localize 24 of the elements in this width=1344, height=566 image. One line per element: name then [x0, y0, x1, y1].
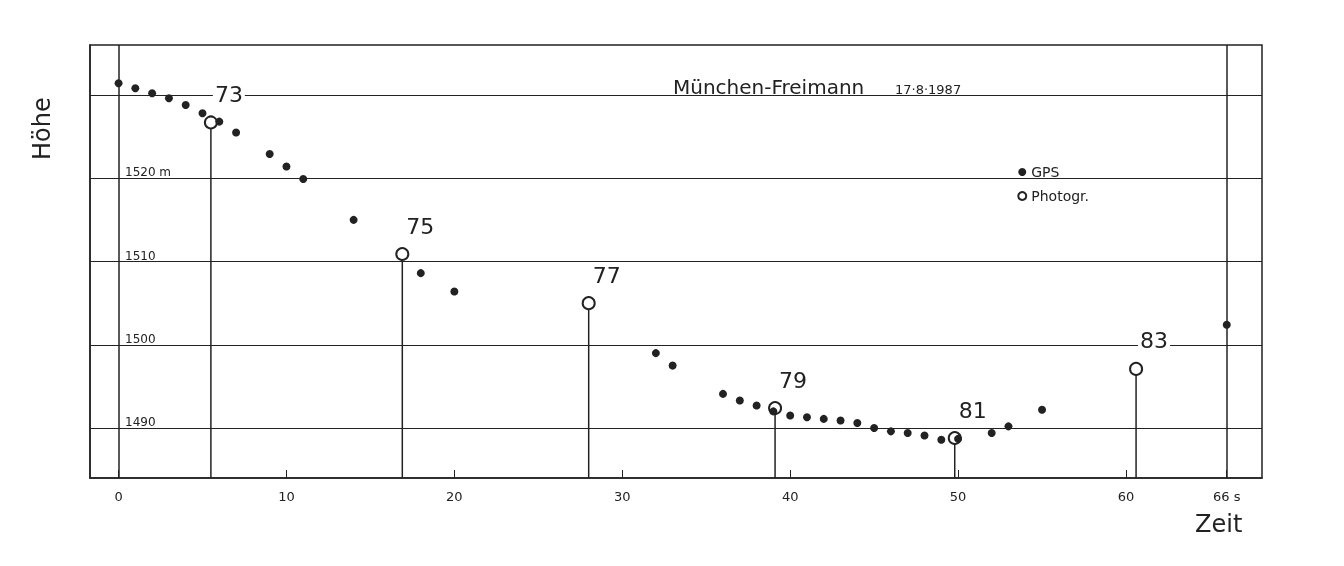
annotation: 73	[214, 81, 243, 107]
text: 17·8·1987	[895, 82, 962, 97]
x-tick-label: 30	[614, 489, 631, 504]
x-tick-label: 20	[446, 489, 463, 504]
text: München-Freimann	[673, 75, 865, 99]
x-tick-label: 40	[781, 489, 799, 504]
y-tick-label: 1520 m	[125, 165, 172, 180]
y-tick-label: 1510	[125, 248, 156, 263]
annotation: 81	[958, 397, 987, 423]
x-tick-label: 66 s	[1213, 489, 1241, 504]
y-tick-label: 1490	[125, 415, 156, 430]
y-tick-label: 1500	[125, 331, 156, 346]
legend-label: GPS	[1031, 164, 1060, 180]
x-tick-label: 50	[949, 489, 967, 504]
x-tick-label: 10	[278, 489, 295, 504]
annotation: 75	[406, 213, 435, 239]
annotation: 79	[779, 367, 808, 393]
x-tick-label: 0	[114, 489, 123, 504]
legend-label: Photogr.	[1031, 188, 1090, 204]
annotation: 83	[1140, 328, 1169, 354]
annotation: 77	[592, 262, 621, 288]
x-tick-label: 60	[1117, 489, 1135, 504]
x-axis-title: Zeit	[1195, 510, 1243, 538]
y-axis-title: Höhe	[28, 97, 56, 160]
